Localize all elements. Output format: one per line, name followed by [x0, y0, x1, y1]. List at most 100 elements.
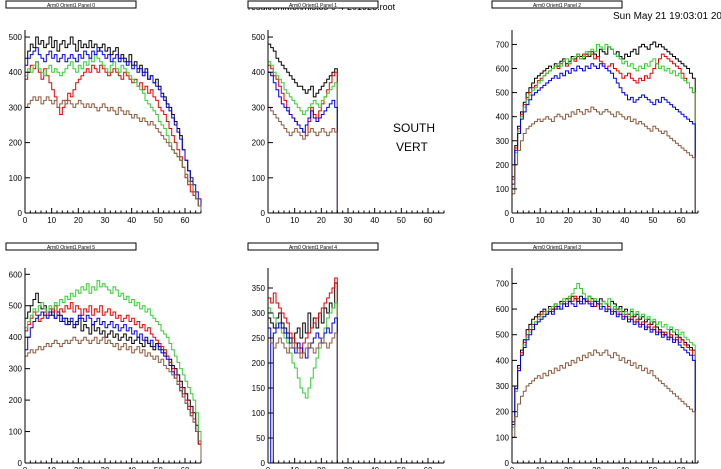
x-tick-label: 40 — [370, 216, 379, 225]
x-tick-label: 30 — [344, 466, 353, 469]
series-green — [512, 282, 698, 464]
y-tick-label: 250 — [252, 334, 266, 343]
y-tick-label: 0 — [505, 209, 510, 218]
y-tick-label: 400 — [496, 113, 510, 122]
series-green — [25, 54, 202, 213]
x-tick-label: 30 — [592, 466, 601, 469]
y-tick-label: 200 — [496, 408, 510, 417]
x-tick-label: 20 — [564, 466, 573, 469]
y-tick-label: 500 — [496, 89, 510, 98]
x-tick-label: 0 — [510, 466, 515, 469]
x-tick-label: 0 — [23, 216, 28, 225]
y-tick-label: 600 — [9, 270, 23, 279]
series-blue — [512, 298, 698, 464]
panel-title: Arm0 Orient1 Panel 1 — [289, 3, 337, 9]
y-tick-label: 700 — [496, 279, 510, 288]
y-tick-label: 0 — [18, 459, 23, 468]
y-tick-label: 100 — [9, 428, 23, 437]
y-tick-label: 200 — [252, 359, 266, 368]
series-blue — [512, 63, 698, 214]
x-tick-label: 50 — [397, 216, 406, 225]
y-tick-label: 400 — [252, 68, 266, 77]
y-tick-label: 700 — [496, 40, 510, 49]
x-tick-label: 50 — [648, 216, 657, 225]
x-tick-label: 20 — [74, 216, 83, 225]
y-tick-label: 300 — [496, 382, 510, 391]
x-tick-label: 10 — [536, 216, 545, 225]
panel-title: Arm0 Orient1 Panel 5 — [47, 245, 95, 251]
y-tick-label: 100 — [252, 409, 266, 418]
series-brown — [512, 349, 698, 464]
series-brown — [268, 106, 340, 214]
x-tick-label: 20 — [74, 466, 83, 469]
x-tick-label: 10 — [47, 466, 56, 469]
x-tick-label: 20 — [317, 466, 326, 469]
panel-title-box — [491, 0, 623, 9]
y-tick-label: 0 — [18, 209, 23, 218]
series-brown — [512, 106, 698, 214]
panel-title: Arm0 Orient1 Panel 0 — [47, 3, 95, 9]
x-tick-label: 40 — [620, 466, 629, 469]
y-tick-label: 300 — [9, 103, 23, 112]
panel-title: Arm0 Orient1 Panel 2 — [533, 3, 581, 9]
x-tick-label: 0 — [23, 466, 28, 469]
y-tick-label: 500 — [252, 33, 266, 42]
y-tick-label: 50 — [256, 434, 265, 443]
x-tick-label: 10 — [290, 216, 299, 225]
x-tick-label: 60 — [677, 216, 686, 225]
y-tick-label: 600 — [496, 65, 510, 74]
panel-title-box — [5, 242, 137, 251]
panel-title-box — [5, 0, 137, 9]
series-brown — [25, 336, 202, 463]
annotation-vert: VERT — [396, 140, 428, 154]
y-tick-label: 300 — [252, 309, 266, 318]
x-tick-label: 60 — [424, 216, 433, 225]
x-tick-label: 30 — [592, 216, 601, 225]
x-tick-label: 10 — [47, 216, 56, 225]
x-tick-label: 50 — [154, 216, 163, 225]
series-red — [268, 277, 340, 464]
y-tick-label: 200 — [496, 161, 510, 170]
y-tick-label: 150 — [252, 384, 266, 393]
annotation-south: SOUTH — [393, 121, 435, 135]
y-tick-label: 100 — [496, 185, 510, 194]
y-tick-label: 500 — [9, 302, 23, 311]
series-brown — [268, 332, 340, 464]
y-tick-label: 500 — [9, 33, 23, 42]
y-tick-label: 200 — [9, 396, 23, 405]
x-tick-label: 60 — [181, 466, 190, 469]
series-green — [268, 61, 340, 214]
series-brown — [25, 96, 202, 213]
x-tick-label: 40 — [620, 216, 629, 225]
series-blue — [25, 47, 202, 213]
timestamp: Sun May 21 19:03:01 2006 — [613, 11, 721, 22]
y-tick-label: 400 — [9, 333, 23, 342]
series-green — [512, 43, 698, 214]
x-tick-label: 50 — [397, 466, 406, 469]
y-tick-label: 100 — [9, 174, 23, 183]
x-tick-label: 60 — [677, 466, 686, 469]
panel-title-box — [491, 242, 623, 251]
series-black — [512, 41, 698, 214]
y-tick-label: 350 — [252, 284, 266, 293]
series-green — [25, 280, 202, 463]
x-tick-label: 50 — [648, 466, 657, 469]
series-blue — [268, 71, 340, 214]
series-black — [268, 43, 340, 214]
x-tick-label: 10 — [536, 466, 545, 469]
y-tick-label: 500 — [496, 331, 510, 340]
y-tick-label: 100 — [496, 433, 510, 442]
y-tick-label: 300 — [252, 103, 266, 112]
x-tick-label: 0 — [510, 216, 515, 225]
y-tick-label: 300 — [496, 137, 510, 146]
x-tick-label: 40 — [127, 216, 136, 225]
panel-title-box — [247, 0, 379, 9]
panel-title: Arm0 Orient1 Panel 3 — [533, 245, 581, 251]
y-tick-label: 200 — [252, 139, 266, 148]
x-tick-label: 40 — [127, 466, 136, 469]
y-tick-label: 400 — [9, 68, 23, 77]
x-tick-label: 40 — [370, 466, 379, 469]
x-tick-label: 30 — [101, 466, 110, 469]
